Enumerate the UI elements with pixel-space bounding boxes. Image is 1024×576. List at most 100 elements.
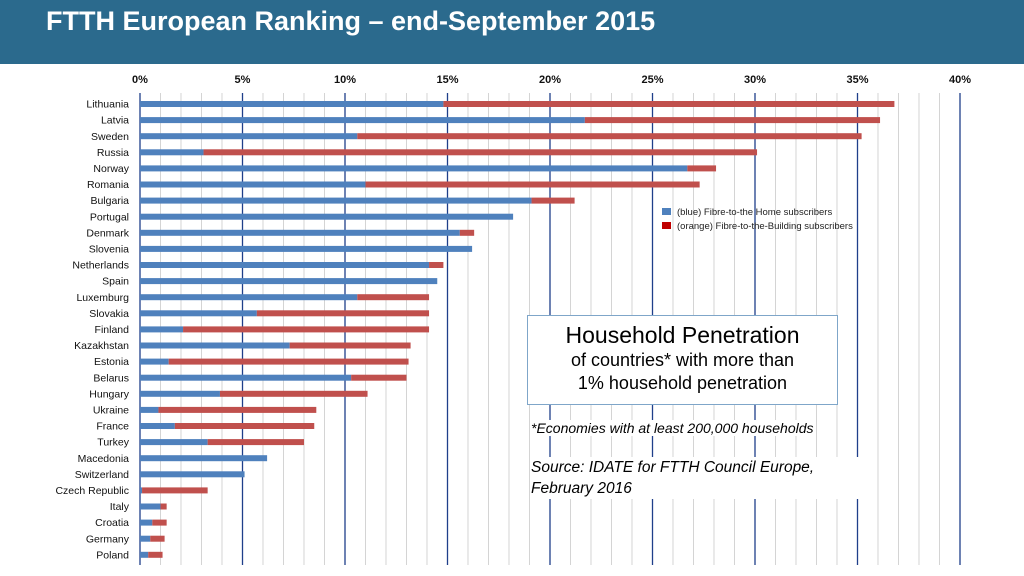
bar-fttb: [148, 551, 163, 558]
bar-fttb: [183, 326, 430, 333]
bar-ftth: [140, 374, 352, 381]
bar-row: [140, 278, 438, 285]
bar-ftth: [140, 503, 161, 510]
bar-row: [140, 133, 862, 140]
bar-row: [140, 197, 575, 204]
bar-ftth: [140, 133, 358, 140]
bar-row: [140, 519, 167, 526]
category-label: Belarus: [93, 372, 129, 384]
bar-ftth: [140, 326, 184, 333]
bar-fttb: [687, 165, 717, 172]
bar-row: [140, 310, 430, 317]
bar-ftth: [140, 310, 257, 317]
category-labels: Lithuania Latvia Sweden Russia Norway Romania…: [55, 99, 129, 562]
category-label: Slovakia: [89, 308, 129, 320]
x-axis-ticks: 0% 5% 10% 15% 20% 25% 30% 35% 40%: [132, 74, 971, 86]
bar-fttb: [531, 197, 575, 204]
legend-swatch-ftth: [662, 208, 671, 215]
bar-row: [140, 117, 881, 124]
bar-row: [140, 342, 411, 349]
bar-row: [140, 423, 315, 429]
bars: [140, 101, 895, 558]
bar-fttb: [443, 101, 895, 107]
category-label: Denmark: [86, 227, 129, 239]
category-label: France: [96, 421, 129, 433]
bar-row: [140, 439, 304, 446]
category-label: Kazakhstan: [74, 340, 129, 352]
category-label: Russia: [97, 147, 129, 159]
category-label: Spain: [102, 276, 129, 288]
category-label: Latvia: [101, 115, 129, 127]
bar-row: [140, 213, 514, 220]
bar-fttb: [357, 294, 430, 301]
x-tick-label: 0%: [132, 74, 148, 86]
category-label: Czech Republic: [55, 485, 129, 497]
bar-row: [140, 535, 165, 542]
bar-row: [140, 245, 473, 252]
bar-row: [140, 149, 758, 156]
category-label: Romania: [87, 179, 129, 191]
bar-row: [140, 390, 368, 397]
bar-fttb: [365, 181, 700, 188]
bar-ftth: [140, 535, 151, 542]
category-label: Slovenia: [89, 244, 129, 256]
bar-row: [140, 181, 700, 188]
bar-fttb: [152, 519, 167, 526]
bar-row: [140, 229, 475, 236]
bar-fttb: [168, 358, 409, 365]
bar-ftth: [140, 406, 159, 413]
category-label: Sweden: [91, 131, 129, 143]
bar-ftth: [140, 213, 514, 220]
bar-fttb: [219, 390, 368, 397]
x-tick-label: 40%: [949, 74, 971, 86]
category-label: Luxemburg: [76, 292, 129, 304]
bar-row: [140, 406, 317, 413]
bar-ftth: [140, 294, 358, 301]
bar-ftth: [140, 245, 473, 252]
bar-row: [140, 165, 717, 172]
bar-ftth: [140, 342, 290, 349]
x-tick-label: 35%: [846, 74, 868, 86]
legend: (blue) Fibre-to-the Home subscribers (or…: [662, 207, 853, 232]
category-label: Portugal: [90, 211, 129, 223]
bar-fttb: [256, 310, 430, 317]
bar-ftth: [140, 439, 208, 446]
bar-ftth: [140, 358, 169, 365]
info-box-title: Household Penetration: [565, 322, 800, 348]
bar-row: [140, 101, 895, 107]
bar-fttb: [207, 439, 304, 446]
bar-row: [140, 326, 430, 333]
category-label: Netherlands: [72, 260, 129, 272]
category-label: Switzerland: [75, 469, 129, 481]
bar-ftth: [140, 165, 688, 172]
bar-ftth: [140, 519, 153, 526]
bar-fttb: [142, 487, 208, 494]
category-label: Finland: [95, 324, 130, 336]
bar-row: [140, 262, 444, 268]
legend-label-fttb: (orange) Fibre-to-the-Building subscribe…: [677, 221, 853, 232]
bar-row: [140, 471, 245, 478]
bar-ftth: [140, 229, 460, 236]
category-label: Estonia: [94, 356, 129, 368]
bar-ftth: [140, 390, 220, 397]
bar-row: [140, 503, 167, 510]
bar-ftth: [140, 181, 366, 188]
bar-ftth: [140, 423, 175, 429]
bar-ftth: [140, 197, 532, 204]
bar-fttb: [150, 535, 165, 542]
bar-fttb: [158, 406, 317, 413]
title-bar: FTTH European Ranking – end-September 20…: [0, 0, 1024, 64]
bar-fttb: [357, 133, 862, 140]
bar-row: [140, 358, 409, 365]
page-title: FTTH European Ranking – end-September 20…: [46, 6, 656, 36]
x-tick-label: 30%: [744, 74, 766, 86]
bar-fttb: [160, 503, 167, 510]
x-tick-label: 25%: [641, 74, 663, 86]
x-tick-label: 20%: [539, 74, 561, 86]
category-label: Lithuania: [86, 99, 129, 111]
footnote: *Economies with at least 200,000 househo…: [531, 420, 814, 436]
bar-fttb: [203, 149, 758, 156]
bar-fttb: [429, 262, 444, 268]
bar-ftth: [140, 471, 245, 478]
